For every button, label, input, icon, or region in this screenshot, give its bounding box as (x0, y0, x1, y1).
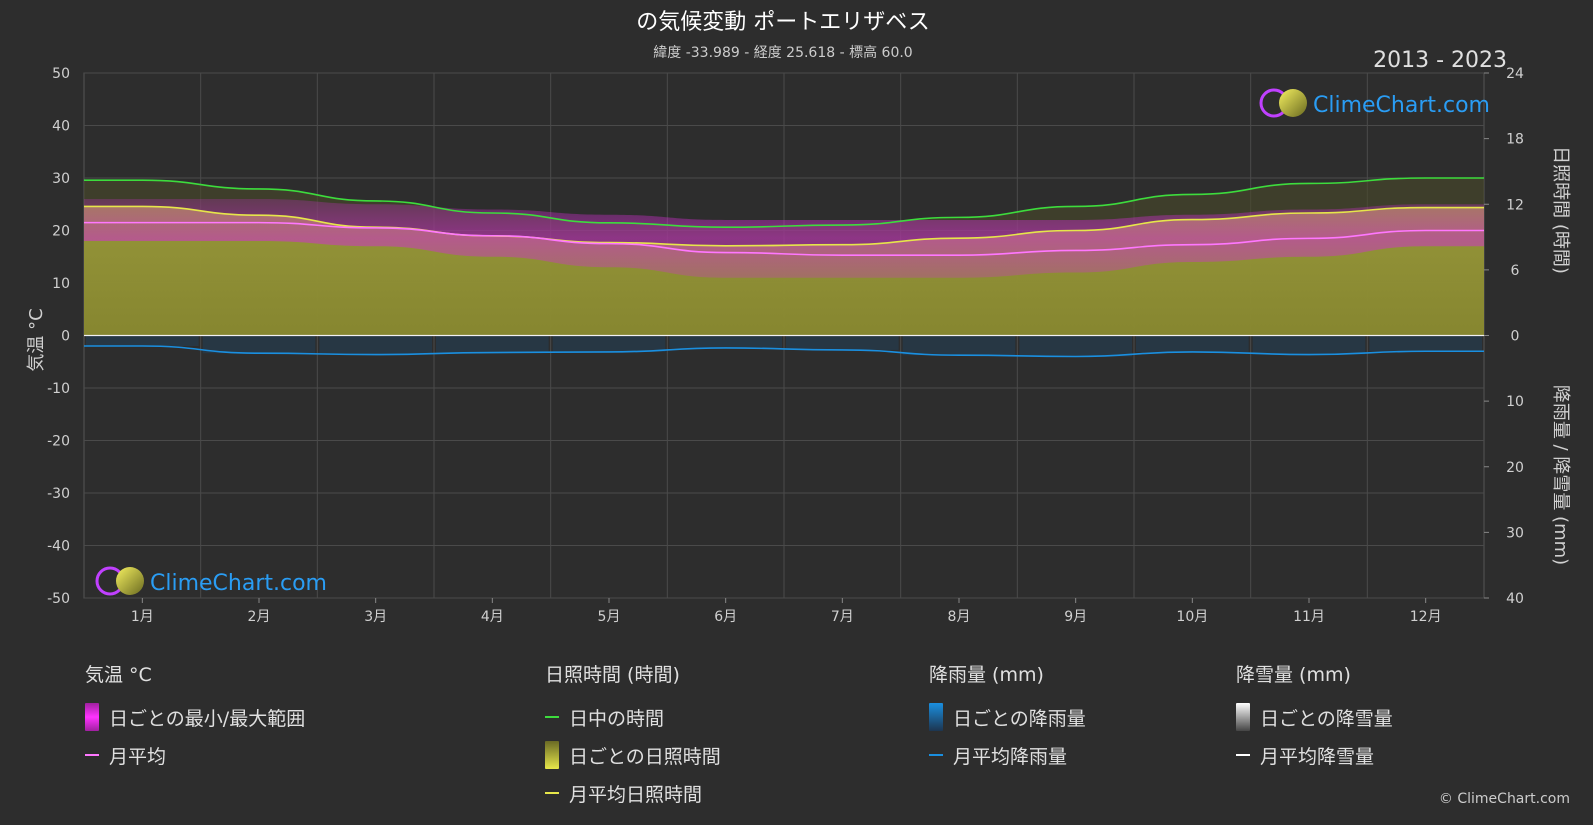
x-tick-label: 1月 (131, 609, 154, 625)
legend-sunshine: 日照時間 (時間) 日中の時間 日ごとの日照時間 月平均日照時間 (545, 660, 721, 812)
legend-item-temp-avg: 月平均 (85, 736, 305, 774)
rain-avg-line (84, 345, 1484, 358)
x-tick-label: 7月 (831, 609, 854, 625)
left-tick-label: 20 (52, 224, 70, 240)
right-bottom-tick-label: 40 (1506, 591, 1524, 607)
logo-sun-icon (116, 567, 144, 595)
rain-bar (1136, 335, 1249, 352)
rain-bar (1252, 335, 1366, 355)
x-tick-label: 10月 (1176, 609, 1208, 625)
right-top-axis-title: 日照時間 (時間) (1550, 146, 1571, 274)
brand-logo-top: ClimeChart.com (1259, 88, 1490, 118)
legend-label: 日中の時間 (569, 707, 665, 730)
sunshine-avg-line (84, 205, 1484, 247)
x-tick-label: 4月 (481, 609, 504, 625)
temp-avg-line (84, 221, 1484, 256)
temp-range-band (84, 199, 1484, 278)
legend-item-daylight: 日中の時間 (545, 698, 721, 736)
daylight-line (83, 177, 1484, 229)
rain-bar (202, 335, 316, 354)
chart-subtitle: 緯度 -33.989 - 経度 25.618 - 標高 60.0 (653, 44, 912, 61)
legend-label: 日ごとの最小/最大範囲 (109, 707, 306, 730)
legend-temperature: 気温 °C 日ごとの最小/最大範囲 月平均 (85, 660, 305, 774)
left-tick-label: -20 (47, 434, 70, 450)
right-bottom-tick-label: 10 (1506, 394, 1524, 410)
rain-bar (86, 335, 199, 346)
legend-label: 日ごとの日照時間 (569, 745, 721, 768)
x-tick-label: 2月 (248, 609, 271, 625)
snow-swatch-icon (1236, 703, 1250, 731)
right-top-tick-label: 6 (1511, 263, 1520, 279)
temp-range-swatch-icon (85, 703, 99, 731)
x-tick-label: 12月 (1410, 609, 1442, 625)
rain-bar (1369, 335, 1482, 352)
x-tick-label: 11月 (1293, 609, 1325, 625)
legend-label: 月平均降雪量 (1260, 745, 1375, 768)
rain-bar (669, 335, 782, 348)
legend-item-sunshine-daily: 日ごとの日照時間 (545, 736, 721, 774)
legend-label: 月平均降雨量 (953, 745, 1068, 768)
legend-item-temp-range: 日ごとの最小/最大範囲 (85, 698, 305, 736)
legend-label: 月平均日照時間 (569, 783, 703, 806)
rain-bar (319, 335, 432, 355)
right-bottom-tick-label: 20 (1506, 460, 1524, 476)
legend-item-rain-avg: 月平均降雨量 (929, 736, 1086, 774)
rain-bar (552, 335, 666, 352)
plot-area: 50 40 30 20 10 0 -10 -20 -30 -40 -50 1月 2月 3月 4月 5月 6月 7月… (47, 66, 1524, 625)
x-tick-label: 5月 (598, 609, 621, 625)
left-tick-label: 10 (52, 276, 70, 292)
rain-bar (1019, 335, 1132, 357)
chart-title: の気候変動 ポートエリザベス (636, 10, 929, 35)
rain-bar (436, 335, 549, 353)
legend-label: 日ごとの降雨量 (953, 707, 1086, 730)
legend-rain-title: 降雨量 (mm) (929, 664, 1044, 686)
rain-avg-line-icon (929, 754, 943, 756)
sunshine-avg-line-icon (545, 792, 559, 794)
legend-snow-title: 降雪量 (mm) (1236, 664, 1351, 686)
x-tick-label: 6月 (714, 609, 737, 625)
legend-label: 月平均 (109, 745, 167, 768)
rain-bar (786, 335, 899, 350)
copyright: © ClimeChart.com (1439, 791, 1570, 807)
snow-avg-line-icon (1236, 754, 1250, 756)
left-tick-label: 50 (52, 66, 70, 82)
right-top-tick-label: 12 (1506, 197, 1524, 213)
x-tick-label: 8月 (948, 609, 971, 625)
legend-snow: 降雪量 (mm) 日ごとの降雪量 月平均降雪量 (1236, 660, 1393, 774)
legend-item-snow-daily: 日ごとの降雪量 (1236, 698, 1393, 736)
right-bottom-axis-title: 降雨量 / 降雪量 (mm) (1550, 385, 1571, 565)
left-axis-title: 気温 °C (26, 308, 47, 371)
right-bottom-tick-label: 30 (1506, 525, 1524, 541)
right-top-tick-label: 24 (1506, 66, 1524, 82)
rain-swatch-icon (929, 703, 943, 731)
x-tick-label: 3月 (364, 609, 387, 625)
left-tick-label: 30 (52, 171, 70, 187)
legend-rain: 降雨量 (mm) 日ごとの降雨量 月平均降雨量 (929, 660, 1086, 774)
year-range: 2013 - 2023 (1373, 48, 1507, 73)
legend-temperature-title: 気温 °C (85, 664, 152, 686)
rain-bar (902, 335, 1016, 356)
right-top-tick-label: 0 (1511, 329, 1520, 345)
left-tick-label: -40 (47, 539, 70, 555)
temp-avg-line-icon (85, 754, 99, 756)
left-tick-label: 40 (52, 119, 70, 135)
legend-sunshine-title: 日照時間 (時間) (545, 664, 680, 686)
sunshine-swatch-icon (545, 741, 559, 769)
left-tick-label: -50 (47, 591, 70, 607)
daylight-line-icon (545, 716, 559, 718)
left-tick-label: 0 (61, 329, 70, 345)
left-tick-label: -30 (47, 486, 70, 502)
logo-sun-icon (1279, 89, 1307, 117)
brand-text-bottom: ClimeChart.com (150, 571, 327, 596)
right-top-tick-label: 18 (1506, 132, 1524, 148)
legend-label: 日ごとの降雪量 (1260, 707, 1393, 730)
brand-text-top: ClimeChart.com (1313, 93, 1490, 118)
brand-logo-bottom: ClimeChart.com (95, 566, 327, 596)
left-tick-label: -10 (47, 381, 70, 397)
legend-item-sunshine-avg: 月平均日照時間 (545, 774, 721, 812)
legend-item-rain-daily: 日ごとの降雨量 (929, 698, 1086, 736)
legend-item-snow-avg: 月平均降雪量 (1236, 736, 1393, 774)
x-tick-label: 9月 (1064, 609, 1087, 625)
